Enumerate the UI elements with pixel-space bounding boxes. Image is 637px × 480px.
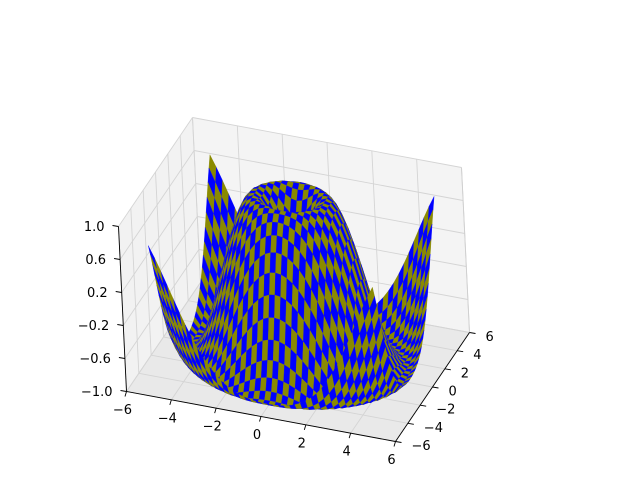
surface-facet [279, 319, 286, 346]
surface-facet [279, 296, 287, 324]
z-tick-mark [115, 291, 122, 293]
surface-facet [284, 344, 292, 370]
y-tick-mark [432, 386, 439, 389]
surface-facet [258, 274, 265, 300]
surface-facet [266, 360, 274, 379]
surface-facet [274, 272, 282, 298]
y-tick-label: 2 [461, 366, 469, 381]
surface-facet [274, 294, 281, 321]
surface-facet [250, 342, 258, 366]
surface-facet [255, 360, 263, 379]
z-tick-label: 1.0 [84, 220, 105, 235]
surface-facet [264, 252, 271, 275]
surface-facet [280, 274, 288, 301]
x-tick-mark [303, 424, 307, 430]
surface-facet [263, 272, 271, 297]
z-axis-line [118, 226, 127, 392]
surface-facet [275, 252, 283, 276]
surface-facet [276, 235, 283, 255]
surface-facet [261, 360, 268, 379]
x-tick-mark [169, 399, 172, 405]
y-tick-label: −6 [412, 439, 431, 454]
x-tick-mark [259, 416, 262, 422]
z-tick-mark [114, 258, 121, 260]
grid-line [192, 117, 462, 168]
y-tick-label: −4 [424, 421, 443, 436]
x-tick-label: −4 [158, 411, 177, 426]
surface-facet [272, 360, 279, 380]
x-tick-label: 0 [253, 428, 261, 443]
surface-facet [272, 339, 280, 363]
x-tick-label: −2 [203, 420, 222, 435]
surface-facet [258, 253, 266, 278]
y-tick-label: −2 [436, 403, 455, 418]
x-tick-label: −6 [113, 403, 132, 418]
surface-facet [263, 294, 270, 320]
tick-labels: −6−4−20246−6−4−20246−1.0−0.6−0.20.20.61.… [78, 220, 494, 468]
x-tick-mark [393, 441, 396, 447]
y-tick-label: 6 [486, 330, 494, 345]
surface-facet [277, 362, 285, 383]
surface-facet [284, 322, 292, 350]
y-tick-label: 0 [449, 385, 457, 400]
surface-facet [257, 296, 265, 323]
surface-facet [267, 339, 275, 361]
z-tick-label: −0.6 [79, 352, 111, 367]
grid-line [121, 183, 197, 293]
surface-facet [278, 341, 286, 366]
surface-facet [268, 317, 275, 341]
surface-mesh [148, 154, 435, 410]
grid-line [371, 150, 381, 316]
x-tick-label: 4 [343, 445, 351, 460]
surface-facet [262, 317, 270, 342]
grid-line [179, 135, 189, 301]
surface-facet [270, 235, 278, 254]
z-tick-mark [112, 225, 119, 227]
z-tick-label: −0.2 [78, 319, 110, 334]
surface-facet [367, 286, 375, 309]
surface-facet [269, 252, 277, 274]
y-tick-mark [395, 441, 402, 443]
grid-line [130, 208, 140, 374]
grid-line [194, 150, 464, 201]
surface-facet [256, 340, 263, 363]
z-tick-label: 0.2 [87, 286, 108, 301]
surface-facet [261, 339, 269, 362]
surface-facet [257, 318, 264, 344]
grid-line [126, 282, 201, 392]
z-tick-label: −1.0 [81, 385, 113, 400]
y-tick-mark [469, 332, 476, 334]
grid-line [167, 153, 177, 319]
back-corner-line [461, 167, 470, 333]
grid-line [142, 190, 152, 356]
surface-facet [264, 235, 272, 255]
z-tick-label: 0.6 [85, 253, 106, 268]
x-tick-label: 2 [298, 436, 306, 451]
y-tick-mark [420, 404, 427, 407]
y-tick-label: 4 [473, 348, 481, 363]
x-tick-mark [348, 433, 352, 439]
grid-line [118, 117, 193, 227]
y-tick-mark [444, 368, 451, 371]
x-tick-mark [124, 391, 127, 397]
x-tick-mark [214, 408, 217, 414]
surface-facet [268, 294, 276, 319]
y-tick-mark [407, 422, 414, 425]
x-tick-label: 6 [387, 453, 395, 468]
surface-facet [273, 317, 281, 343]
grid-line [119, 150, 195, 260]
surface-facet [148, 245, 157, 269]
y-tick-mark [457, 350, 464, 353]
grid-line [192, 117, 201, 283]
z-tick-mark [118, 357, 125, 359]
surface-facet [283, 364, 291, 386]
z-tick-mark [117, 324, 124, 326]
surface-facet [269, 272, 276, 296]
surface-facet [280, 254, 288, 279]
z-tick-mark [120, 390, 127, 392]
